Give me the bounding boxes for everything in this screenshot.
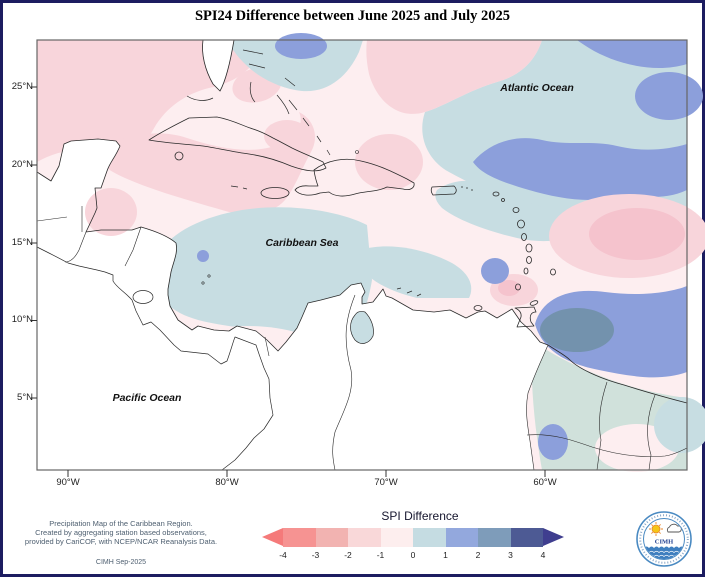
cimh-logo: CIMH (634, 509, 694, 569)
page-title: SPI24 Difference between June 2025 and J… (194, 8, 511, 24)
legend-segment--4-to--3 (283, 528, 316, 547)
legend-tick: 2 (475, 550, 481, 560)
legend-tick: 4 (540, 550, 546, 560)
sun-icon (649, 522, 663, 536)
caribbean-sea-label: Caribbean Sea (266, 237, 339, 249)
legend-segment-3-to-4 (510, 528, 543, 547)
no-data-mask (37, 39, 548, 470)
legend-title: SPI Difference (381, 509, 459, 523)
credit-line: Created by aggregating station based obs… (35, 528, 207, 537)
credit-line: provided by CariCOF, with NCEP/NCAR Rean… (24, 537, 218, 546)
legend-tick: 3 (508, 550, 513, 560)
lon-label-80w: 80°W (215, 477, 239, 488)
legend-tick: -1 (376, 550, 385, 560)
lon-label-70w: 70°W (374, 477, 398, 488)
atlantic-ocean-label: Atlantic Ocean (499, 82, 574, 94)
map-canvas: Atlantic Ocean Caribbean Sea Pacific Oce… (31, 33, 705, 477)
spi-field (37, 33, 705, 472)
logo-text: CIMH (655, 539, 673, 546)
legend-segment-1-to-2 (445, 528, 478, 547)
pacific-ocean-label: Pacific Ocean (113, 392, 182, 404)
lat-label-20n: 20°N (11, 159, 33, 170)
caribbean-map: Atlantic Ocean Caribbean Sea Pacific Oce… (31, 33, 705, 477)
legend-tick: -2 (344, 550, 352, 560)
lat-label-5n: 5°N (17, 392, 33, 403)
legend-segment--1-to-0 (380, 528, 413, 547)
legend-segment-0-to-1 (413, 528, 446, 547)
credit-line: Precipitation Map of the Caribbean Regio… (49, 519, 193, 528)
legend-tick: 0 (410, 550, 416, 560)
legend-tick: 1 (443, 550, 448, 560)
legend-colorbar (283, 528, 543, 547)
legend-tick: -3 (311, 550, 320, 560)
islands (148, 49, 556, 328)
lat-label-25n: 25°N (11, 81, 33, 92)
legend-segment--2-to--1 (348, 528, 381, 547)
legend-arrow-right-icon (543, 528, 564, 546)
lon-label-60w: 60°W (533, 477, 557, 488)
legend-tick: -4 (279, 550, 287, 560)
logo-text-ring (639, 514, 689, 564)
lon-label-90w: 90°W (56, 477, 80, 488)
footer-credits: Precipitation Map of the Caribbean Regio… (14, 519, 228, 546)
legend-segment--3-to--2 (315, 528, 348, 547)
belize-shading (85, 188, 137, 236)
coastlines (36, 138, 688, 471)
ocean-labels: Atlantic Ocean Caribbean Sea Pacific Oce… (113, 82, 574, 404)
lat-label-10n: 10°N (11, 314, 33, 325)
lakes (132, 290, 374, 344)
lat-label-15n: 15°N (11, 237, 33, 248)
footer-stamp: CIMH Sep-2025 (95, 559, 147, 566)
legend-segment-2-to-3 (478, 528, 511, 547)
legend-arrow-left-icon (262, 528, 283, 546)
map-frame (31, 39, 688, 477)
cloud-icon (666, 523, 682, 533)
